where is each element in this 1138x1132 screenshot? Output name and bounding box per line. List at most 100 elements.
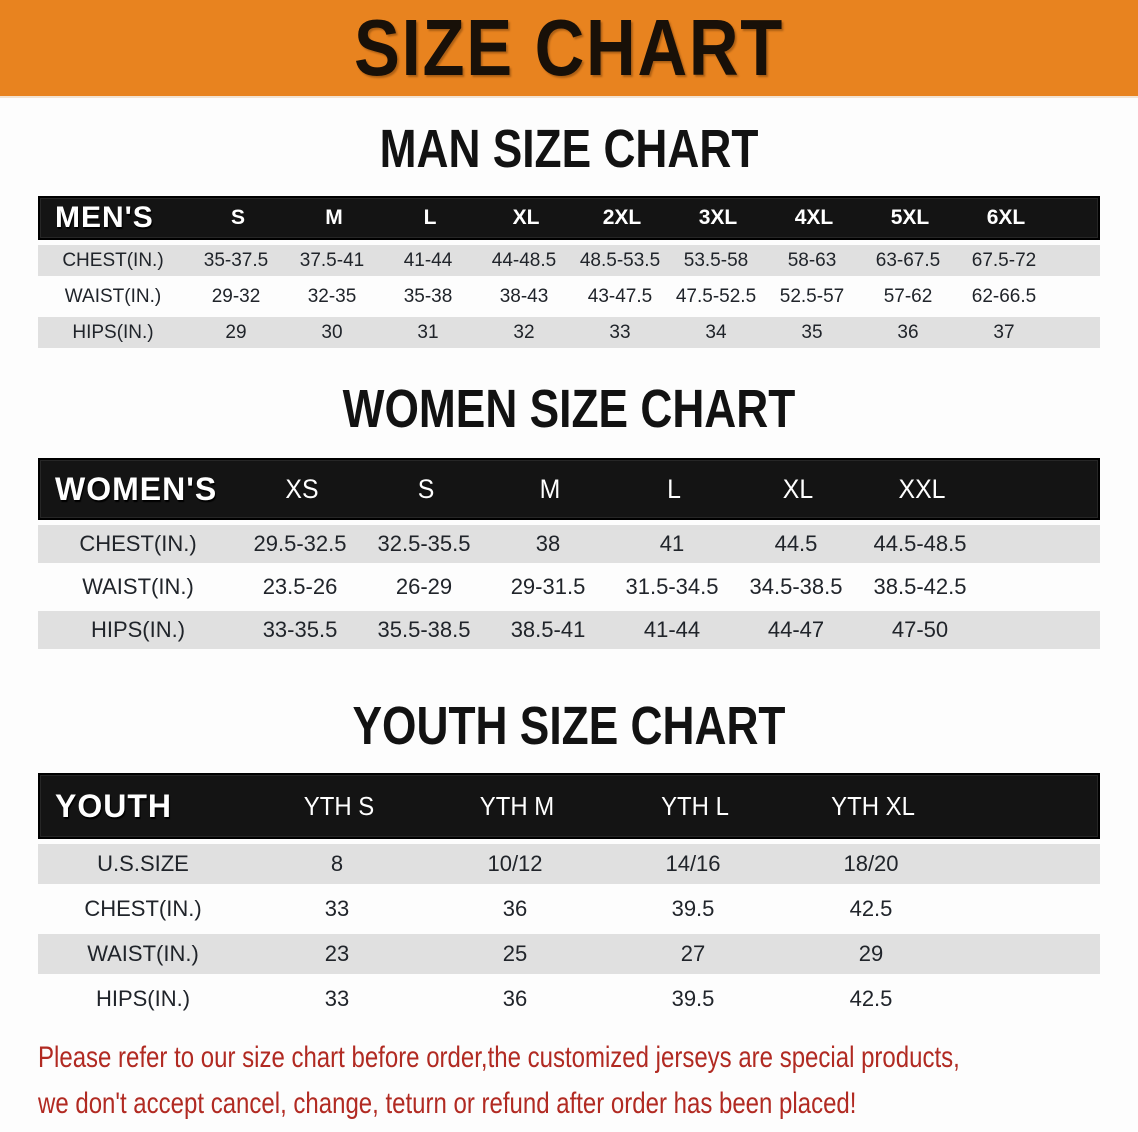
- row-label: HIPS(IN.): [90, 617, 186, 642]
- mens-table-title: MEN'S: [55, 201, 154, 234]
- youth-column-header: YTH XL: [831, 790, 915, 821]
- size-value: 44-48.5: [491, 249, 557, 271]
- womens-column-header: XS: [285, 473, 319, 504]
- row-label: HIPS(IN.): [72, 321, 154, 343]
- section-youth: YOUTH SIZE CHART YOUTH YTH S YTH M YTH L YTH…: [0, 696, 1138, 1019]
- size-value: 38-43: [499, 285, 549, 307]
- womens-column-header: M: [539, 473, 561, 504]
- size-value: 31.5-34.5: [625, 574, 719, 599]
- size-value: 32: [513, 321, 535, 343]
- row-label: WAIST(IN.): [64, 285, 162, 307]
- size-value: 37.5-41: [299, 249, 365, 271]
- size-value: 48.5-53.5: [579, 249, 661, 271]
- row-label: WAIST(IN.): [82, 574, 194, 599]
- size-value: 41-44: [403, 249, 453, 271]
- women-section-heading: WOMEN SIZE CHART: [0, 379, 1138, 439]
- womens-row-hipsin: HIPS(IN.) 33-35.5 35.5-38.5 38.5-41 41-44 44-…: [38, 611, 1100, 649]
- mens-row-chestin: CHEST(IN.) 35-37.5 37.5-41 41-44 44-48.5 48.5…: [38, 245, 1100, 276]
- size-value: 30: [321, 321, 343, 343]
- size-value: 37: [993, 321, 1015, 343]
- size-value: 33: [324, 896, 350, 921]
- size-value: 27: [680, 941, 706, 966]
- size-value: 39.5: [671, 896, 715, 921]
- size-value: 52.5-57: [779, 285, 845, 307]
- mens-column-header: 3XL: [698, 206, 738, 229]
- youth-section-heading: YOUTH SIZE CHART: [0, 696, 1138, 756]
- size-value: 33: [324, 986, 350, 1011]
- size-value: 34: [705, 321, 727, 343]
- size-value: 44.5-48.5: [873, 531, 967, 556]
- size-value: 34.5-38.5: [749, 574, 843, 599]
- size-value: 33: [609, 321, 631, 343]
- size-value: 53.5-58: [683, 249, 749, 271]
- men-section-heading: MAN SIZE CHART: [0, 119, 1138, 179]
- mens-column-header: 4XL: [794, 206, 834, 229]
- youth-size-table: YOUTH YTH S YTH M YTH L YTH XL U.S.SIZE 8 10/12…: [38, 773, 1100, 1019]
- mens-column-header: L: [423, 206, 437, 229]
- womens-table-header-row: WOMEN'S XS S M L XL XXL: [38, 458, 1100, 520]
- size-value: 47.5-52.5: [675, 285, 757, 307]
- size-value: 62-66.5: [971, 285, 1037, 307]
- womens-column-header: XXL: [898, 473, 946, 504]
- youth-column-header: YTH S: [303, 790, 375, 821]
- size-value: 8: [330, 851, 344, 876]
- womens-column-header: S: [417, 473, 435, 504]
- womens-row-waistin: WAIST(IN.) 23.5-26 26-29 29-31.5 31.5-34.5 34…: [38, 568, 1100, 606]
- youth-row-hipsin: HIPS(IN.) 33 36 39.5 42.5: [38, 979, 1100, 1019]
- size-value: 14/16: [665, 851, 721, 876]
- mens-column-header: 2XL: [602, 206, 642, 229]
- size-value: 42.5: [849, 986, 893, 1011]
- mens-column-header: M: [325, 206, 343, 229]
- women-section-heading-text: WOMEN SIZE CHART: [342, 379, 796, 439]
- row-label: CHEST(IN.): [84, 896, 202, 921]
- mens-column-header: 6XL: [986, 206, 1026, 229]
- youth-column-header: YTH M: [479, 790, 555, 821]
- size-value: 33-35.5: [262, 617, 338, 642]
- womens-table-title: WOMEN'S: [55, 470, 218, 507]
- size-value: 26-29: [395, 574, 453, 599]
- disclaimer-line-2: we don't accept cancel, change, teturn o…: [38, 1087, 857, 1120]
- womens-column-header: L: [667, 473, 681, 504]
- size-value: 44-47: [767, 617, 825, 642]
- men-size-table: MEN'S S M L XL 2XL 3XL 4XL 5XL 6XL CHEST(IN.) 35-37…: [38, 196, 1100, 348]
- size-value: 47-50: [891, 617, 949, 642]
- mens-column-header: XL: [512, 206, 540, 229]
- disclaimer-line-1: Please refer to our size chart before or…: [38, 1041, 960, 1074]
- womens-row-chestin: CHEST(IN.) 29.5-32.5 32.5-35.5 38 41 44.5 44.5…: [38, 525, 1100, 563]
- mens-column-header: 5XL: [890, 206, 930, 229]
- size-value: 41-44: [643, 617, 701, 642]
- size-value: 35: [801, 321, 823, 343]
- mens-row-hipsin: HIPS(IN.) 29 30 31 32 33 34 35 36 37: [38, 317, 1100, 348]
- size-value: 32-35: [307, 285, 357, 307]
- youth-row-ussize: U.S.SIZE 8 10/12 14/16 18/20: [38, 844, 1100, 884]
- youth-row-waistin: WAIST(IN.) 23 25 27 29: [38, 934, 1100, 974]
- size-value: 57-62: [883, 285, 933, 307]
- size-value: 43-47.5: [587, 285, 653, 307]
- size-value: 44.5: [774, 531, 818, 556]
- youth-table-header-row: YOUTH YTH S YTH M YTH L YTH XL: [38, 773, 1100, 839]
- size-value: 35.5-38.5: [377, 617, 471, 642]
- row-label: WAIST(IN.): [87, 941, 199, 966]
- size-value: 38.5-42.5: [873, 574, 967, 599]
- youth-section-heading-text: YOUTH SIZE CHART: [352, 696, 786, 756]
- size-value: 23.5-26: [262, 574, 338, 599]
- row-label: HIPS(IN.): [95, 986, 191, 1011]
- men-section-heading-text: MAN SIZE CHART: [379, 119, 759, 179]
- size-value: 36: [897, 321, 919, 343]
- size-value: 10/12: [487, 851, 543, 876]
- section-women: WOMEN SIZE CHART WOMEN'S XS S M L XL XXL CHEST(…: [0, 379, 1138, 649]
- womens-column-header: XL: [782, 473, 814, 504]
- size-value: 38.5-41: [510, 617, 586, 642]
- mens-table-header-row: MEN'S S M L XL 2XL 3XL 4XL 5XL 6XL: [38, 196, 1100, 240]
- row-label: CHEST(IN.): [79, 531, 197, 556]
- size-value: 42.5: [849, 896, 893, 921]
- youth-row-chestin: CHEST(IN.) 33 36 39.5 42.5: [38, 889, 1100, 929]
- size-value: 67.5-72: [971, 249, 1037, 271]
- women-size-table: WOMEN'S XS S M L XL XXL CHEST(IN.) 29.5-32.5 32.5…: [38, 458, 1100, 649]
- size-value: 41: [659, 531, 685, 556]
- size-value: 35-37.5: [203, 249, 269, 271]
- size-value: 36: [502, 986, 528, 1011]
- size-value: 29: [858, 941, 884, 966]
- size-value: 32.5-35.5: [377, 531, 471, 556]
